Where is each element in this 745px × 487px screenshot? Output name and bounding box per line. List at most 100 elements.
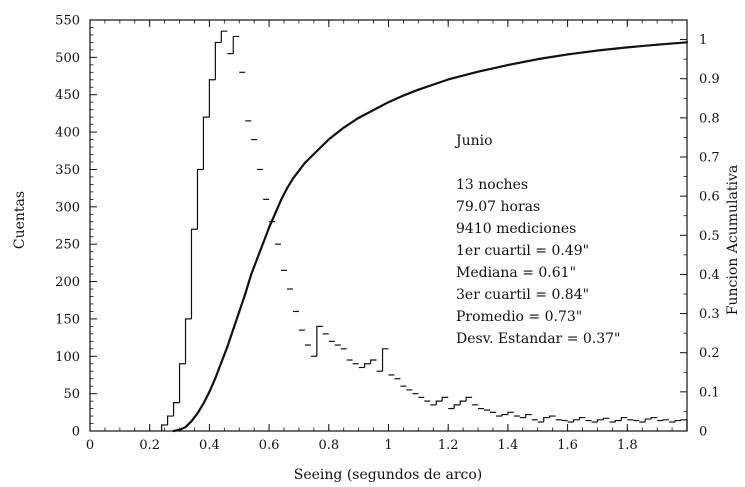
cumulative-curve-segment	[273, 198, 283, 215]
annotation-month: Junio	[454, 133, 493, 149]
cumulative-curve-segment	[244, 273, 253, 296]
cumulative-curve-segment	[232, 310, 241, 331]
cumulative-curve-segment	[262, 226, 271, 245]
y-tick-label: 300	[55, 200, 80, 215]
x-tick-label: 0.8	[318, 438, 339, 453]
histogram-bin	[214, 41, 222, 80]
y2-tick-label: 0	[699, 425, 707, 440]
y2-tick-label: 0.2	[699, 346, 720, 361]
y2-tick-label: 1	[699, 33, 707, 48]
cumulative-curve-segment	[447, 70, 480, 81]
y-tick-label: 450	[55, 88, 80, 103]
x-tick-label: 0	[86, 438, 94, 453]
cumulative-curve-segment	[250, 257, 259, 276]
y2-tick-label: 0.1	[699, 385, 720, 400]
y-tick-label: 50	[63, 387, 80, 402]
y-tick-label: 550	[55, 14, 80, 29]
histogram-bin	[161, 424, 168, 431]
annotation-std-dev: Desv. Estandar = 0.37"	[456, 331, 620, 347]
histogram-bin	[620, 416, 628, 421]
histogram-bin	[525, 413, 532, 418]
annotation-nights: 13 noches	[456, 177, 528, 193]
histogram-bin	[459, 400, 467, 405]
histogram-layer	[161, 30, 688, 431]
annotation-first-quartile: 1er cuartil = 0.49"	[456, 243, 589, 259]
x-tick-label: 1.4	[498, 438, 519, 453]
histogram-bin	[662, 419, 670, 421]
y-tick-label: 150	[55, 312, 80, 327]
histogram-bin	[208, 79, 216, 118]
cumulative-curve-segment	[220, 345, 229, 364]
cumulative-curve-segment	[656, 41, 689, 46]
histogram-bin	[184, 318, 192, 364]
cumulative-curve-segment	[321, 138, 330, 147]
y2-tick-label: 0.9	[699, 72, 720, 87]
cumulative-curve-segment	[190, 412, 199, 423]
y-tick-label: 0	[72, 425, 80, 440]
histogram-bin	[501, 413, 508, 417]
cumulative-curve-segment	[596, 46, 629, 52]
cumulative-curve-segment	[226, 328, 235, 348]
histogram-bin	[644, 418, 652, 423]
cumulative-curve-segment	[402, 88, 420, 97]
y2-tick-label: 0.4	[699, 268, 720, 283]
cumulative-curve-segment	[506, 58, 539, 67]
cumulative-curve-segment	[417, 78, 450, 91]
cumulative-curve-segment	[626, 43, 659, 49]
x-tick-label: 1.8	[617, 438, 638, 453]
cumulative-curve-segment	[238, 292, 247, 313]
histogram-bin	[674, 419, 682, 423]
x-axis-title: Seeing (segundos de arco)	[294, 467, 483, 483]
y2-axis-title: Funcion Acumulativa	[725, 165, 741, 315]
annotation-hours: 79.07 horas	[456, 199, 540, 215]
histogram-bin	[381, 348, 389, 372]
histogram-bin	[202, 116, 210, 170]
y-tick-label: 100	[55, 350, 80, 365]
y2-tick-label: 0.3	[699, 307, 720, 322]
annotation-third-quartile: 3er cuartil = 0.84"	[456, 287, 589, 303]
histogram-bin	[614, 419, 622, 423]
cumulative-curve-segment	[372, 101, 390, 112]
cumulative-curve-segment	[268, 212, 277, 229]
histogram-bin	[572, 419, 580, 423]
y-tick-label: 200	[55, 275, 80, 290]
histogram-bin	[364, 363, 371, 368]
cumulative-curve-segment	[536, 53, 569, 61]
cumulative-curve-segment	[303, 155, 312, 164]
y-tick-label: 400	[55, 126, 80, 141]
cumulative-curve-segment	[566, 49, 599, 56]
x-tick-label: 0.2	[139, 438, 160, 453]
x-tick-label: 0.4	[199, 438, 220, 453]
histogram-bin	[543, 416, 550, 423]
histogram-bin	[578, 416, 586, 420]
histogram-bin	[680, 419, 688, 431]
annotation-measurements: 9410 mediciones	[456, 221, 576, 237]
x-tick-label: 1	[384, 438, 392, 453]
cumulative-curve-segment	[202, 390, 211, 405]
cumulative-curve-segment	[184, 420, 193, 429]
y-tick-label: 500	[55, 51, 80, 66]
histogram-bin	[549, 415, 556, 418]
histogram-bin	[650, 416, 658, 420]
cumulative-curve-segment	[357, 108, 375, 119]
histogram-bin	[196, 168, 204, 230]
x-tick-label: 1.2	[438, 438, 459, 453]
ticks-layer: 0 0.2 0.4 0.6 0.8 1 1.2 1.4 1.6 1.8 0 50 100 150 200 25…	[55, 14, 720, 454]
histogram-bin	[602, 417, 610, 420]
annotation-mean: Promedio = 0.73"	[456, 309, 582, 325]
histogram-bin	[190, 228, 198, 319]
cumulative-curve-segment	[476, 63, 509, 73]
cumulative-curve-segment	[291, 169, 301, 180]
y2-tick-label: 0.6	[699, 190, 720, 205]
cumulative-curve-segment	[387, 94, 405, 104]
histogram-bin	[167, 415, 174, 426]
y-tick-label: 250	[55, 238, 80, 253]
cumulative-curve-segment	[297, 161, 307, 172]
cumulative-curve-segment	[309, 150, 318, 159]
cumulative-curve-segment	[315, 144, 324, 153]
cumulative-curve-segment	[285, 177, 295, 190]
histogram-bin	[232, 35, 240, 54]
cumulative-curve-segment	[342, 116, 360, 129]
cumulative-curve-segment	[196, 402, 205, 415]
